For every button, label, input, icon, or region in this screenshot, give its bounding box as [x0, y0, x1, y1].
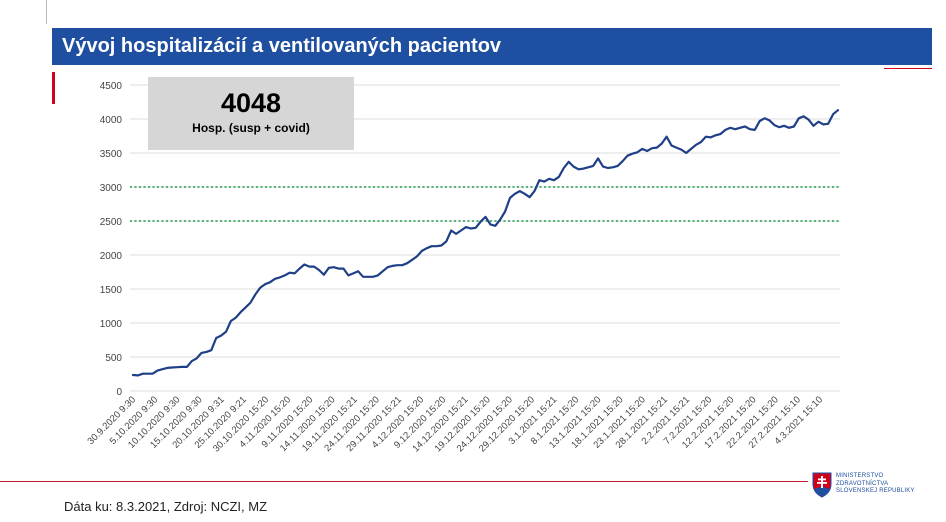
- y-tick-label: 3000: [100, 183, 123, 194]
- top-divider: [46, 0, 47, 24]
- y-tick-label: 500: [105, 353, 122, 364]
- line-chart: 05001000150020002500300035004000450030.9…: [86, 81, 840, 454]
- title-bar: Vývoj hospitalizácií a ventilovaných pac…: [52, 28, 932, 65]
- coat-of-arms-icon: [812, 472, 832, 498]
- y-tick-label: 4500: [100, 81, 123, 92]
- summary-value: 4048: [220, 88, 282, 118]
- y-tick-label: 4000: [100, 115, 123, 126]
- logo-line-3: SLOVENSKEJ REPUBLIKY: [836, 488, 915, 494]
- y-tick-label: 2500: [100, 217, 123, 228]
- summary-box: 4048 Hosp. (susp + covid): [148, 77, 354, 150]
- series-line: [131, 109, 840, 377]
- y-tick-label: 0: [116, 387, 122, 398]
- y-tick-label: 1500: [100, 285, 123, 296]
- summary-label: Hosp. (susp + covid): [192, 121, 310, 135]
- y-tick-label: 2000: [100, 251, 123, 262]
- y-tick-label: 1000: [100, 319, 123, 330]
- logo-line-1: MINISTERSTVO: [836, 473, 884, 479]
- logo-line-2: ZDRAVOTNÍCTVA: [836, 480, 889, 487]
- accent-bar: [52, 72, 55, 104]
- page-title: Vývoj hospitalizácií a ventilovaných pac…: [62, 35, 502, 57]
- y-tick-label: 3500: [100, 149, 123, 160]
- ministry-logo: MINISTERSTVO ZDRAVOTNÍCTVA SLOVENSKEJ RE…: [812, 472, 932, 500]
- accent-line: [884, 68, 932, 69]
- source-note: Dáta ku: 8.3.2021, Zdroj: NCZI, MZ: [64, 499, 268, 514]
- footer-divider: [0, 481, 808, 482]
